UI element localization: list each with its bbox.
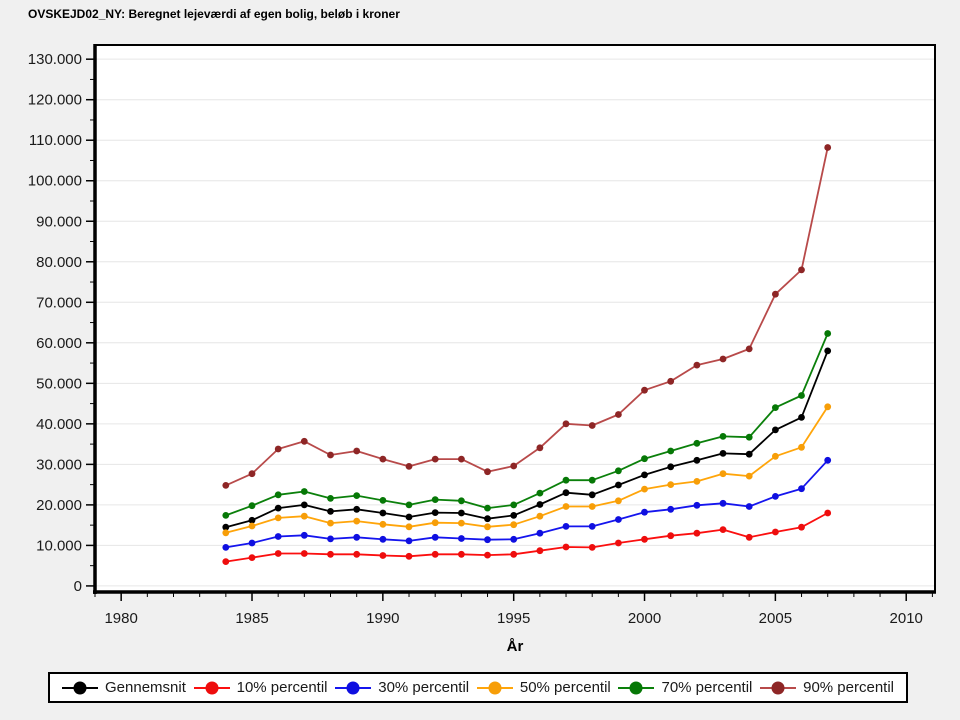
y-tick-label: 10.000	[36, 537, 82, 554]
y-tick-label: 80.000	[36, 254, 82, 271]
x-tick-label: 1995	[497, 610, 530, 627]
series-10-percentil	[222, 509, 832, 565]
legend-item-70-percentil: 70% percentil	[618, 679, 752, 696]
x-tick-label: 2000	[628, 610, 661, 627]
x-tick-label: 2005	[759, 610, 792, 627]
y-tick-label: 120.000	[28, 92, 82, 109]
x-tick-label: 1990	[366, 610, 399, 627]
line-dot-marker-icon	[62, 680, 98, 695]
legend-label: Gennemsnit	[105, 679, 186, 696]
y-tick-label: 60.000	[36, 335, 82, 352]
legend-item-90-percentil: 90% percentil	[760, 679, 894, 696]
series-gennemsnit	[222, 347, 832, 531]
x-axis-title: År	[507, 638, 524, 655]
y-tick-label: 0	[74, 578, 82, 595]
y-tick-label: 30.000	[36, 456, 82, 473]
y-tick-label: 90.000	[36, 213, 82, 230]
series-30-percentil	[222, 456, 832, 551]
plot-area: 0 10.000 20.000 30.000 40.000 50.000 60.000 70.…	[28, 44, 936, 655]
plot-background	[95, 45, 935, 592]
line-dot-marker-icon	[476, 680, 513, 695]
legend-item-10-percentil: 10% percentil	[193, 679, 328, 696]
line-dot-marker-icon	[335, 680, 372, 695]
y-tick-label: 20.000	[36, 497, 82, 514]
series-70-percentil	[222, 330, 832, 519]
y-tick-label: 70.000	[36, 294, 82, 311]
x-axis: 1980 1985 1990 1995 2000 2005 2010 År	[94, 592, 933, 655]
y-tick-label: 100.000	[28, 173, 82, 190]
line-dot-marker-icon	[760, 680, 797, 695]
y-tick-label: 110.000	[29, 132, 82, 149]
legend: Gennemsnit 10% percentil 30% percentil 5…	[48, 672, 908, 703]
legend-label: 30% percentil	[378, 679, 470, 696]
legend-item-50-percentil: 50% percentil	[476, 679, 611, 696]
x-tick-label: 1985	[235, 610, 268, 627]
y-tick-label: 50.000	[36, 375, 82, 392]
legend-label: 50% percentil	[519, 679, 611, 696]
plot-frame	[93, 44, 936, 594]
y-tick-label: 130.000	[28, 51, 82, 68]
y-axis: 0 10.000 20.000 30.000 40.000 50.000 60.000 70.…	[28, 51, 95, 595]
series-90-percentil	[222, 144, 832, 489]
legend-item-gennemsnit: Gennemsnit	[62, 679, 186, 696]
legend-item-30-percentil: 30% percentil	[335, 679, 469, 696]
series-50-percentil	[222, 403, 832, 537]
line-dot-marker-icon	[618, 680, 655, 695]
line-dot-marker-icon	[193, 680, 230, 695]
x-tick-label: 1980	[104, 610, 137, 627]
x-tick-label: 2010	[890, 610, 923, 627]
y-tick-label: 40.000	[36, 416, 82, 433]
legend-label: 90% percentil	[803, 679, 894, 696]
legend-label: 70% percentil	[661, 679, 753, 696]
legend-label: 10% percentil	[236, 679, 328, 696]
chart-title: OVSKEJD02_NY: Beregnet lejeværdi af egen…	[28, 7, 400, 21]
